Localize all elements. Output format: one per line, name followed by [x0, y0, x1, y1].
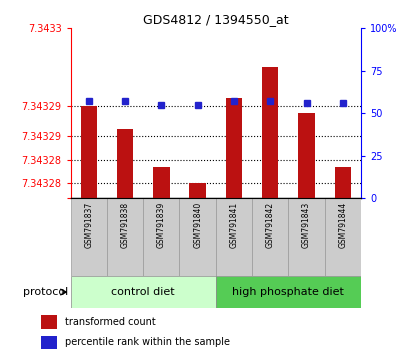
- Bar: [216, 276, 361, 308]
- Bar: [226, 98, 242, 198]
- Bar: [325, 198, 361, 276]
- Title: GDS4812 / 1394550_at: GDS4812 / 1394550_at: [143, 13, 288, 26]
- Bar: [262, 67, 278, 198]
- Text: GSM791838: GSM791838: [120, 202, 129, 248]
- Bar: [41, 315, 57, 329]
- Text: GSM791837: GSM791837: [84, 202, 93, 249]
- Bar: [71, 276, 216, 308]
- Bar: [288, 198, 325, 276]
- Text: GSM791841: GSM791841: [229, 202, 239, 248]
- Bar: [190, 183, 206, 198]
- Text: GSM791840: GSM791840: [193, 202, 202, 249]
- Bar: [71, 198, 107, 276]
- Text: transformed count: transformed count: [65, 317, 156, 327]
- Text: high phosphate diet: high phosphate diet: [232, 287, 344, 297]
- Text: control diet: control diet: [111, 287, 175, 297]
- Bar: [335, 167, 351, 198]
- Text: GSM791843: GSM791843: [302, 202, 311, 249]
- Text: protocol: protocol: [24, 287, 69, 297]
- Bar: [117, 129, 133, 198]
- Text: percentile rank within the sample: percentile rank within the sample: [65, 337, 230, 348]
- Bar: [153, 167, 169, 198]
- Text: GSM791844: GSM791844: [338, 202, 347, 249]
- Bar: [143, 198, 179, 276]
- Bar: [216, 198, 252, 276]
- Text: GSM791839: GSM791839: [157, 202, 166, 249]
- Bar: [252, 198, 288, 276]
- Bar: [298, 113, 315, 198]
- Text: GSM791842: GSM791842: [266, 202, 275, 248]
- Bar: [107, 198, 143, 276]
- Bar: [81, 105, 97, 198]
- Bar: [179, 198, 216, 276]
- Bar: [41, 336, 57, 349]
